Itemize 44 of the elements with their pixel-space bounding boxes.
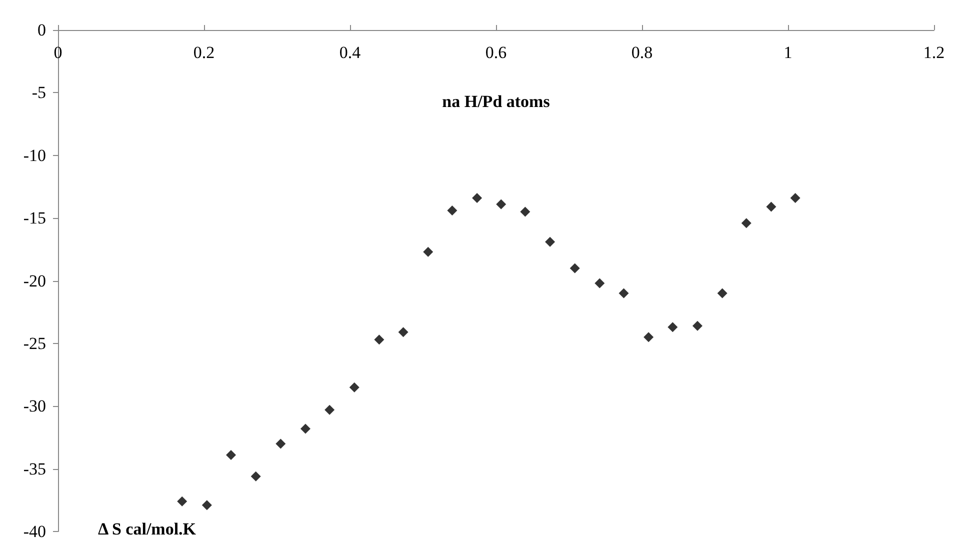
point (692, 320, 702, 331)
point (276, 438, 286, 449)
point (766, 202, 776, 212)
x-tick-label: 0.2 (193, 43, 215, 62)
x-tick-label: 1 (784, 43, 792, 62)
y-tick-label: -30 (23, 396, 46, 416)
point (177, 496, 188, 506)
point (202, 500, 212, 510)
point (741, 218, 752, 228)
point (374, 334, 384, 345)
point (226, 450, 236, 460)
x-tick-label: 0 (54, 43, 62, 62)
point (447, 206, 458, 216)
point (300, 424, 310, 434)
point (250, 471, 261, 482)
y-axis-title: Δ S cal/mol.K (98, 520, 197, 538)
point (324, 404, 335, 415)
point (570, 263, 580, 274)
point (496, 199, 506, 210)
x-tick-label: 0.6 (485, 43, 507, 62)
y-tick-label: -20 (23, 271, 46, 290)
y-tick-label: -5 (32, 83, 46, 102)
point (668, 322, 678, 332)
point (545, 236, 556, 247)
x-tick-label: 0.4 (339, 43, 362, 62)
point (717, 288, 728, 298)
point (472, 193, 482, 204)
y-tick-label: -10 (23, 146, 46, 165)
point (398, 327, 408, 338)
point (594, 278, 605, 288)
y-tick-label: -15 (23, 208, 46, 228)
point (349, 382, 360, 392)
y-tick-label: -35 (23, 459, 46, 478)
x-tick-label: 1.2 (923, 43, 945, 62)
point (618, 288, 629, 298)
y-tick-label: 0 (38, 20, 46, 40)
point (790, 193, 800, 204)
point (644, 332, 654, 342)
point (520, 206, 530, 217)
x-tick-label: 0.8 (631, 43, 653, 62)
y-tick-label: -40 (23, 522, 46, 541)
point (423, 246, 434, 257)
x-axis-title: na H/Pd atoms (442, 92, 550, 111)
y-tick-label: -25 (23, 334, 46, 353)
